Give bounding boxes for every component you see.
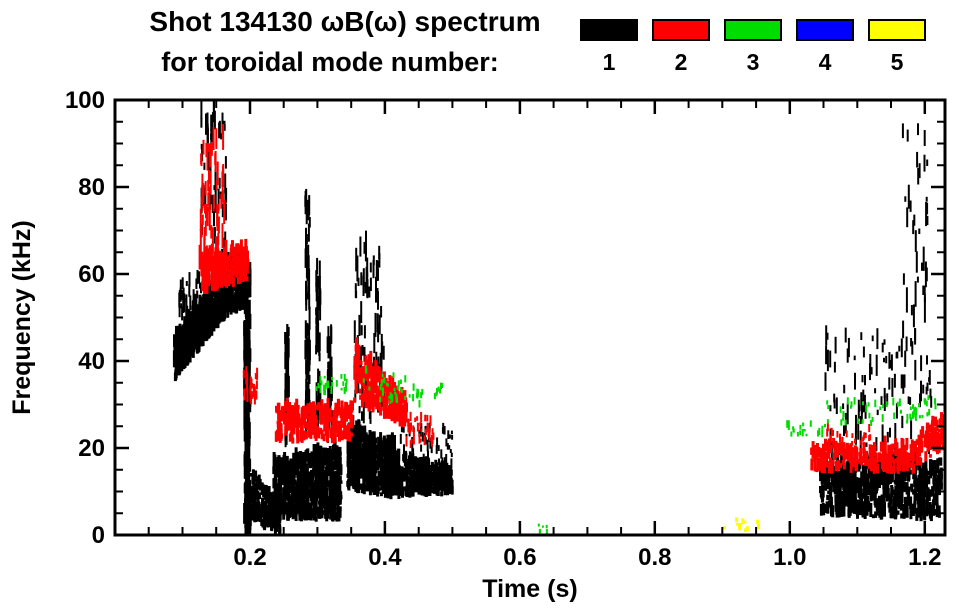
legend-swatch-mode-3 <box>724 19 782 41</box>
legend-swatch-mode-4 <box>796 19 854 41</box>
legend-swatch-mode-1 <box>580 19 638 41</box>
legend-swatch-mode-2 <box>652 19 710 41</box>
legend-label-mode-2: 2 <box>674 49 688 75</box>
legend-label-mode-5: 5 <box>890 49 904 75</box>
chart-subtitle: for toroidal mode number: <box>161 47 499 77</box>
legend-label-mode-3: 3 <box>746 49 760 75</box>
legend-label-mode-1: 1 <box>602 49 616 75</box>
chart-title: Shot 134130 ωB(ω) spectrum <box>149 6 541 37</box>
legend-swatch-mode-5 <box>868 19 926 41</box>
legend-label-mode-4: 4 <box>818 49 832 75</box>
